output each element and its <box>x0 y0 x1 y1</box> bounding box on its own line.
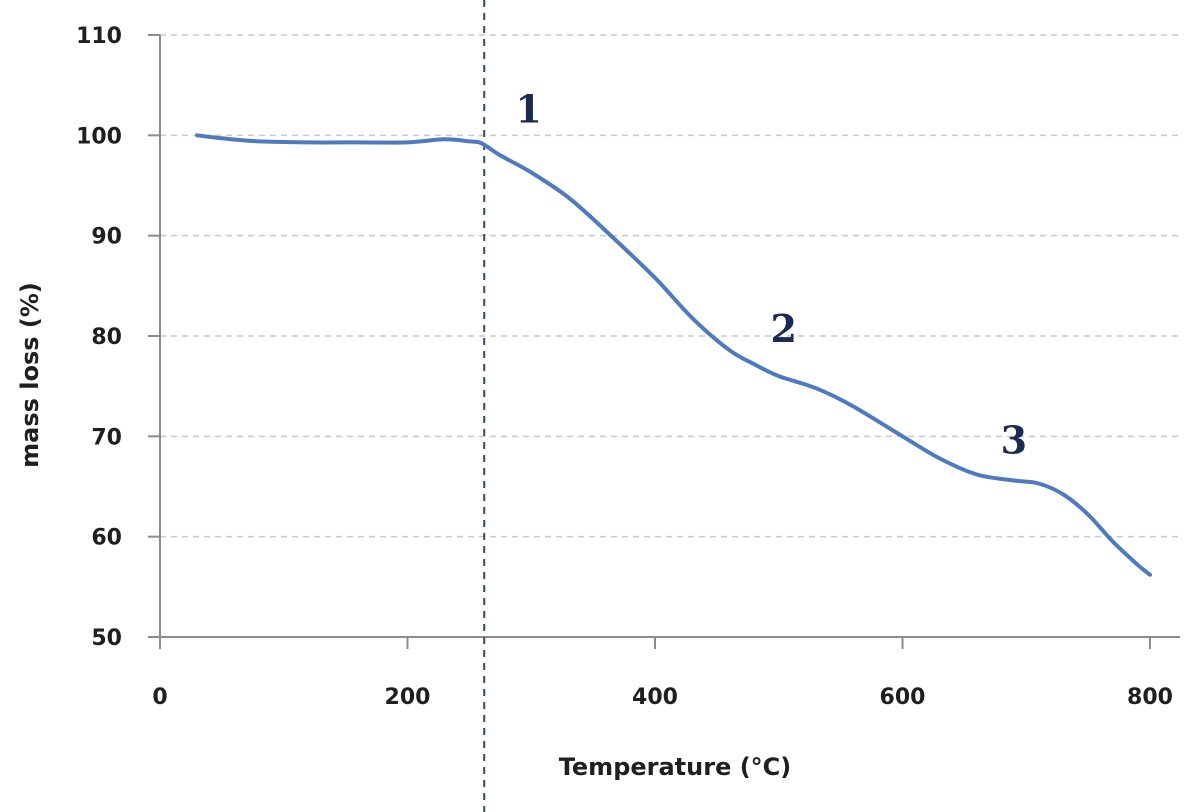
x-tick-label: 400 <box>632 685 678 710</box>
y-tick-label: 80 <box>91 325 122 350</box>
x-axis-title: Temperature (°C) <box>559 753 792 781</box>
x-tick-label: 0 <box>152 685 167 710</box>
grid-lines <box>160 34 1180 538</box>
series-line-mass-loss <box>195 133 1152 577</box>
stage-label: 2 <box>770 306 796 351</box>
y-tick-label: 100 <box>76 124 122 149</box>
y-tick-label: 50 <box>91 626 122 651</box>
series-layer <box>195 133 1152 577</box>
y-tick-label: 60 <box>91 526 122 551</box>
x-tick-label: 600 <box>880 685 926 710</box>
stage-label: 3 <box>1001 417 1027 462</box>
y-tick-label: 70 <box>91 425 122 450</box>
x-tick-label: 200 <box>385 685 431 710</box>
y-tick-label: 90 <box>91 225 122 250</box>
tick-labels: 50 60 70 80 90 100 110 0 200 400 600 800 <box>76 24 1173 710</box>
y-axis-title: mass loss (%) <box>16 282 44 468</box>
y-tick-label: 110 <box>76 24 122 49</box>
x-tick-label: 800 <box>1127 685 1173 710</box>
stage-label: 1 <box>516 86 542 131</box>
stage-annotations: 1 2 3 <box>516 86 1028 462</box>
